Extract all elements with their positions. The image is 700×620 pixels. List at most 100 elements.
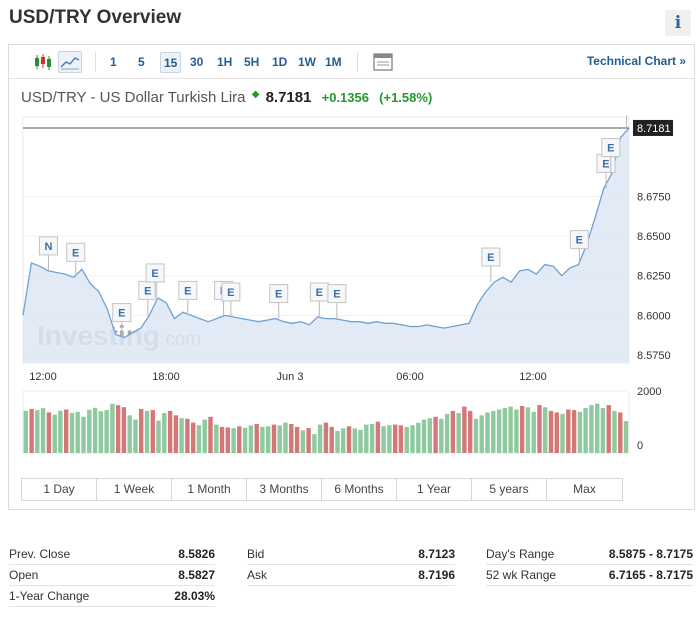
volume-bar <box>294 426 300 453</box>
info-icon[interactable]: i <box>665 10 691 36</box>
volume-bar <box>208 416 213 454</box>
volume-bar <box>156 420 161 453</box>
volume-bar <box>23 410 28 453</box>
volume-bar <box>289 424 294 453</box>
stat-label: Bid <box>247 547 265 561</box>
volume-bar <box>179 418 184 453</box>
range-1-week-button[interactable]: 1 Week <box>97 479 172 500</box>
toolbar-separator <box>95 52 96 72</box>
interval-1-button[interactable]: 1 <box>110 55 117 69</box>
price-chart[interactable]: 8.67508.65008.62508.60008.5750Investing.… <box>9 115 694 460</box>
volume-bar <box>369 424 375 453</box>
volume-bar <box>387 425 392 453</box>
stat-value: 8.7123 <box>418 547 455 561</box>
stat-days-range: Day's Range 8.5875 - 8.7175 <box>486 544 693 565</box>
volume-bar <box>162 413 167 453</box>
volume-bar <box>583 408 588 454</box>
last-price: 8.7181 <box>265 89 312 106</box>
volume-bar <box>306 428 311 453</box>
interval-5-button[interactable]: 5 <box>138 55 145 69</box>
volume-bar <box>444 413 450 454</box>
price-tick-label: 8.6000 <box>637 310 671 322</box>
volume-bar <box>485 412 490 453</box>
interval-1m-button[interactable]: 1M <box>325 55 342 69</box>
interval-1d-button[interactable]: 1D <box>272 55 288 69</box>
volume-bar <box>566 409 571 453</box>
volume-bar <box>508 406 513 453</box>
event-marker-label: E <box>118 308 125 320</box>
range-3-months-button[interactable]: 3 Months <box>247 479 322 500</box>
range-1-day-button[interactable]: 1 Day <box>22 479 97 500</box>
range-max-button[interactable]: Max <box>573 482 596 496</box>
event-marker-label: E <box>184 285 191 297</box>
interval-1h-button[interactable]: 1H <box>217 55 233 69</box>
volume-bar <box>52 414 57 453</box>
time-axis-label: Jun 3 <box>277 371 304 383</box>
volume-bar <box>271 424 277 453</box>
range-1-month-button[interactable]: 1 Month <box>172 479 247 500</box>
volume-bar <box>266 426 271 453</box>
time-axis-label: 06:00 <box>396 371 424 383</box>
current-price-label: 8.7181 <box>637 123 671 135</box>
volume-bar <box>242 427 248 453</box>
volume-bar <box>104 410 109 453</box>
volume-bar <box>439 418 444 453</box>
event-marker-box <box>601 138 621 158</box>
toolbar-separator <box>357 52 358 72</box>
volume-bar <box>75 411 80 453</box>
interval-5h-button[interactable]: 5H <box>244 55 260 69</box>
price-tick-label: 8.6500 <box>637 231 671 243</box>
volume-bar <box>81 416 86 454</box>
range-1-year-button[interactable]: 1 Year <box>397 479 472 500</box>
volume-bar <box>144 410 150 453</box>
volume-bar <box>219 426 225 453</box>
volume-bar <box>358 429 363 453</box>
event-marker-box <box>145 263 165 283</box>
interval-15-button[interactable]: 15 <box>160 52 182 73</box>
volume-bar <box>421 419 427 453</box>
volume-bar <box>525 407 531 453</box>
event-marker-label: E <box>576 235 583 247</box>
stat-value: 28.03% <box>174 589 215 603</box>
interval-30-button[interactable]: 30 <box>190 55 204 69</box>
stat-label: Prev. Close <box>9 547 71 561</box>
event-marker-label: E <box>602 158 609 170</box>
volume-bar <box>491 410 496 453</box>
volume-bar <box>277 425 282 453</box>
price-area <box>23 128 629 363</box>
stat-52-week-range: 52 wk Range 6.7165 - 8.7175 <box>486 565 693 586</box>
calendar-settings-icon[interactable] <box>371 51 395 73</box>
price-tick-label: 8.6250 <box>637 271 671 283</box>
volume-bar <box>554 412 559 453</box>
event-marker-label: E <box>151 268 158 280</box>
volume-bar <box>473 418 479 453</box>
volume-bar <box>606 405 611 453</box>
volume-bar <box>329 426 334 453</box>
up-arrow-icon: ◆ <box>251 89 260 100</box>
volume-bar <box>191 422 196 454</box>
volume-bar <box>346 426 352 453</box>
volume-bar <box>133 419 138 453</box>
volume-tick-label: 2000 <box>637 386 661 398</box>
range-5-years-button[interactable]: 5 years <box>472 479 547 500</box>
page-title: USD/TRY Overview <box>9 7 182 28</box>
stat-value: 8.7196 <box>418 568 455 582</box>
volume-bar <box>29 408 34 453</box>
area-chart-icon[interactable] <box>58 51 82 73</box>
stat-bid: Bid 8.7123 <box>247 544 455 565</box>
range-6-months-button[interactable]: 6 Months <box>322 479 397 500</box>
interval-1w-button[interactable]: 1W <box>298 55 316 69</box>
technical-chart-link[interactable]: Technical Chart » <box>586 54 686 68</box>
volume-bar <box>202 419 207 453</box>
event-marker-label: E <box>487 252 494 264</box>
candlestick-icon[interactable] <box>31 51 55 73</box>
stat-label: Open <box>9 568 39 582</box>
event-marker-box <box>327 284 347 304</box>
event-marker-label: E <box>316 287 323 299</box>
time-axis-label: 18:00 <box>152 371 180 383</box>
volume-bar <box>260 426 265 453</box>
volume-bar <box>468 410 473 453</box>
instrument-name: USD/TRY - US Dollar Turkish Lira <box>21 89 246 106</box>
current-price-label-box <box>633 119 673 136</box>
volume-bar <box>381 426 386 453</box>
